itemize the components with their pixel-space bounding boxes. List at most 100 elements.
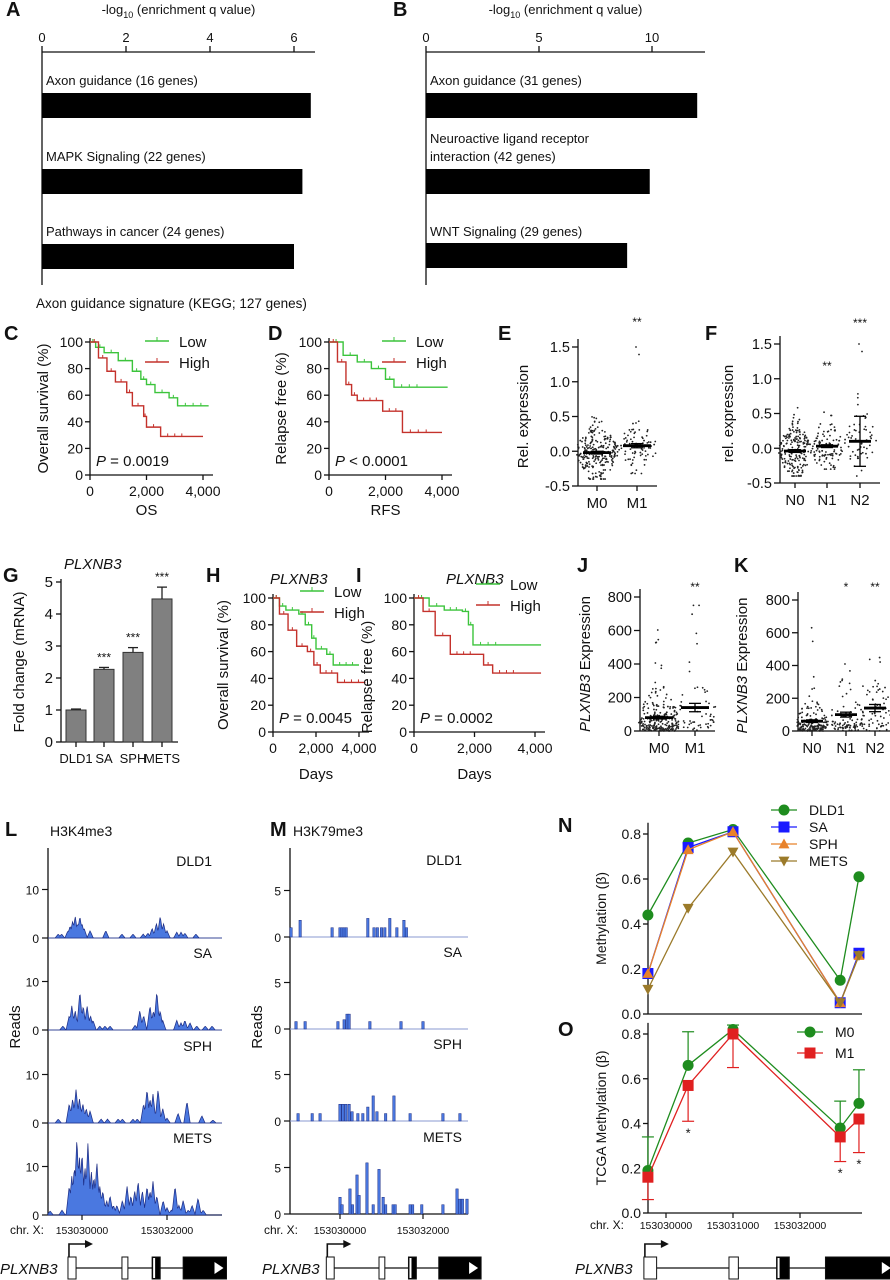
data-point	[588, 463, 591, 466]
p-value: P = 0.0045	[279, 710, 352, 727]
data-point	[834, 725, 837, 727]
data-point	[831, 454, 834, 457]
data-point	[629, 430, 632, 433]
data-point	[887, 709, 890, 712]
y-tick-label: 0	[314, 467, 322, 483]
data-point	[830, 428, 832, 431]
data-point	[599, 474, 602, 477]
data-point	[673, 706, 676, 708]
data-point	[825, 451, 827, 453]
y-tick-label: 0.8	[622, 1026, 642, 1042]
data-point	[581, 463, 584, 466]
y-tick-label: 5	[274, 1162, 281, 1176]
data-point	[590, 435, 593, 438]
data-point	[840, 446, 842, 449]
data-point	[816, 447, 819, 450]
data-point	[801, 465, 804, 467]
y-tick-label: 0.0	[622, 1205, 642, 1221]
data-point	[594, 455, 597, 458]
y-tick-label: 100	[299, 334, 323, 350]
data-point	[584, 455, 587, 458]
data-point	[853, 423, 856, 426]
x-tick-label: M1	[627, 495, 648, 512]
data-point	[788, 434, 791, 437]
signal-bar	[341, 1104, 345, 1122]
data-point	[810, 707, 813, 709]
data-marker	[682, 903, 694, 914]
data-point	[849, 717, 852, 720]
legend-marker	[778, 856, 790, 867]
data-point	[881, 690, 884, 693]
data-point	[813, 440, 816, 443]
chr-label: chr. X:	[10, 1223, 44, 1237]
data-point	[581, 446, 584, 448]
data-point	[791, 469, 794, 472]
data-point	[856, 718, 859, 721]
data-point	[675, 726, 678, 729]
panel-title: PLXNB3	[446, 571, 504, 588]
data-point	[585, 446, 588, 448]
data-point	[868, 723, 871, 726]
data-point	[628, 442, 631, 445]
bar	[93, 668, 115, 743]
data-point	[863, 428, 866, 431]
data-point	[863, 446, 865, 449]
signal-bar	[336, 1021, 340, 1030]
data-point	[837, 728, 839, 731]
data-marker	[682, 1059, 694, 1071]
strand-arrow-icon	[469, 1262, 479, 1274]
data-point	[643, 464, 646, 466]
x-tick-label: SA	[95, 751, 113, 766]
data-point	[848, 425, 851, 428]
data-point	[649, 718, 652, 721]
track-label: DLD1	[176, 853, 212, 869]
data-point	[705, 700, 707, 703]
data-point	[798, 431, 801, 433]
data-point	[827, 453, 829, 456]
data-point	[821, 439, 824, 442]
data-point	[822, 717, 825, 720]
signal-bar	[338, 1104, 342, 1122]
data-point	[833, 426, 836, 428]
data-point	[662, 703, 665, 706]
data-point	[802, 724, 804, 727]
data-point	[796, 438, 798, 440]
data-point	[794, 437, 796, 439]
data-point	[591, 465, 594, 468]
significance-star: *	[838, 1166, 843, 1181]
p-symbol: P	[279, 710, 289, 727]
data-point	[690, 722, 693, 725]
data-point	[824, 725, 827, 728]
survival-curve-low	[329, 341, 448, 388]
data-point	[792, 438, 795, 441]
data-point	[806, 725, 809, 728]
tss-arrow-icon	[644, 1243, 662, 1258]
data-point	[591, 472, 594, 475]
y-label-text: Expression	[577, 596, 594, 674]
data-point	[603, 438, 606, 440]
data-point	[594, 472, 597, 475]
signal-bar	[310, 1113, 314, 1122]
data-point	[812, 445, 814, 448]
data-point	[811, 700, 814, 703]
data-point	[796, 444, 799, 447]
chr-label: chr. X:	[590, 1218, 624, 1232]
data-point	[631, 452, 634, 454]
x-tick-label: 10	[645, 30, 659, 45]
legend-marker	[804, 1047, 816, 1059]
data-marker	[727, 826, 739, 837]
x-tick-label: 153030000	[640, 1220, 693, 1232]
data-point	[705, 713, 707, 715]
gene-model: PLXNB3	[0, 1240, 227, 1280]
data-point	[883, 702, 885, 705]
data-point	[629, 438, 632, 441]
data-point	[822, 730, 824, 732]
y-axis-label: TCGA Methylation (β)	[593, 1050, 609, 1185]
data-point	[841, 724, 844, 727]
x-tick-label: M0	[587, 495, 608, 512]
data-point	[823, 455, 826, 457]
signal-bar	[380, 927, 383, 938]
data-point	[601, 463, 604, 466]
data-point	[869, 431, 872, 434]
